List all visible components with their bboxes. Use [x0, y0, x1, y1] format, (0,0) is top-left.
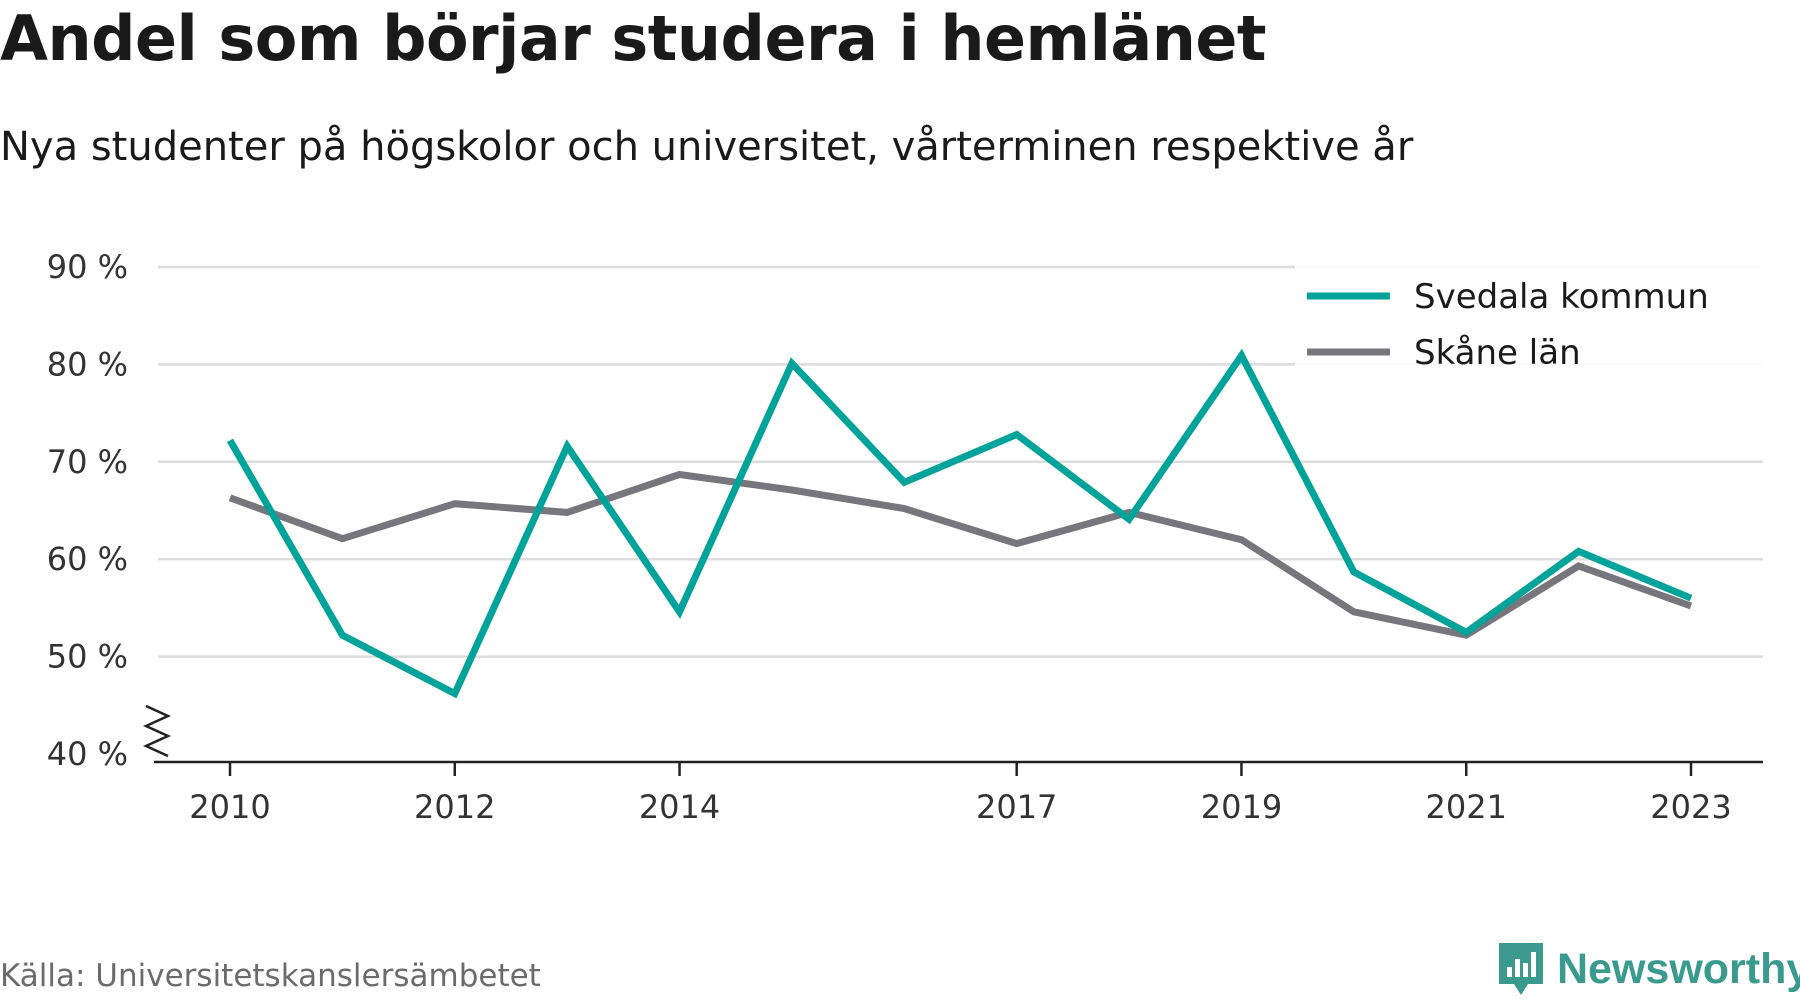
- chart-title: Andel som börjar studera i hemlänet: [0, 2, 1267, 75]
- series-lines: [226, 348, 1693, 699]
- y-tick-label: 60 %: [47, 540, 128, 578]
- y-tick-label: 70 %: [47, 443, 128, 481]
- axis-break-icon: [142, 704, 172, 758]
- legend-label: Svedala kommun: [1414, 277, 1709, 317]
- brand-name: Newsworthy: [1557, 944, 1800, 993]
- brand-logo: Newsworthy: [1495, 940, 1800, 998]
- series-line-svedala-kommun: [226, 348, 1693, 699]
- y-axis-ticks: 40 % 50 % 60 % 70 % 80 % 90 %: [47, 248, 172, 773]
- y-tick-label: 40 %: [47, 735, 128, 773]
- y-tick-label: 80 %: [47, 345, 128, 383]
- x-tick-label: 2012: [414, 788, 495, 826]
- x-tick-label: 2023: [1650, 788, 1731, 826]
- chart-subtitle: Nya studenter på högskolor och universit…: [0, 124, 1414, 170]
- y-tick-label: 50 %: [47, 638, 128, 676]
- legend: Svedala kommun Skåne län: [1295, 263, 1765, 373]
- y-tick-label: 90 %: [47, 248, 128, 286]
- x-tick-label: 2014: [639, 788, 720, 826]
- x-tick-label: 2017: [976, 788, 1057, 826]
- series-line-sk-ne-l-n: [228, 470, 1693, 639]
- source-note: Källa: Universitetskanslersämbetet: [0, 958, 541, 994]
- legend-label: Skåne län: [1414, 333, 1581, 373]
- x-axis-ticks: 2010 2012 2014 2017 2019 2021 2023: [189, 762, 1732, 826]
- x-tick-label: 2010: [189, 788, 270, 826]
- x-tick-label: 2019: [1201, 788, 1282, 826]
- x-tick-label: 2021: [1426, 788, 1507, 826]
- newsworthy-logo-icon: [1499, 943, 1543, 995]
